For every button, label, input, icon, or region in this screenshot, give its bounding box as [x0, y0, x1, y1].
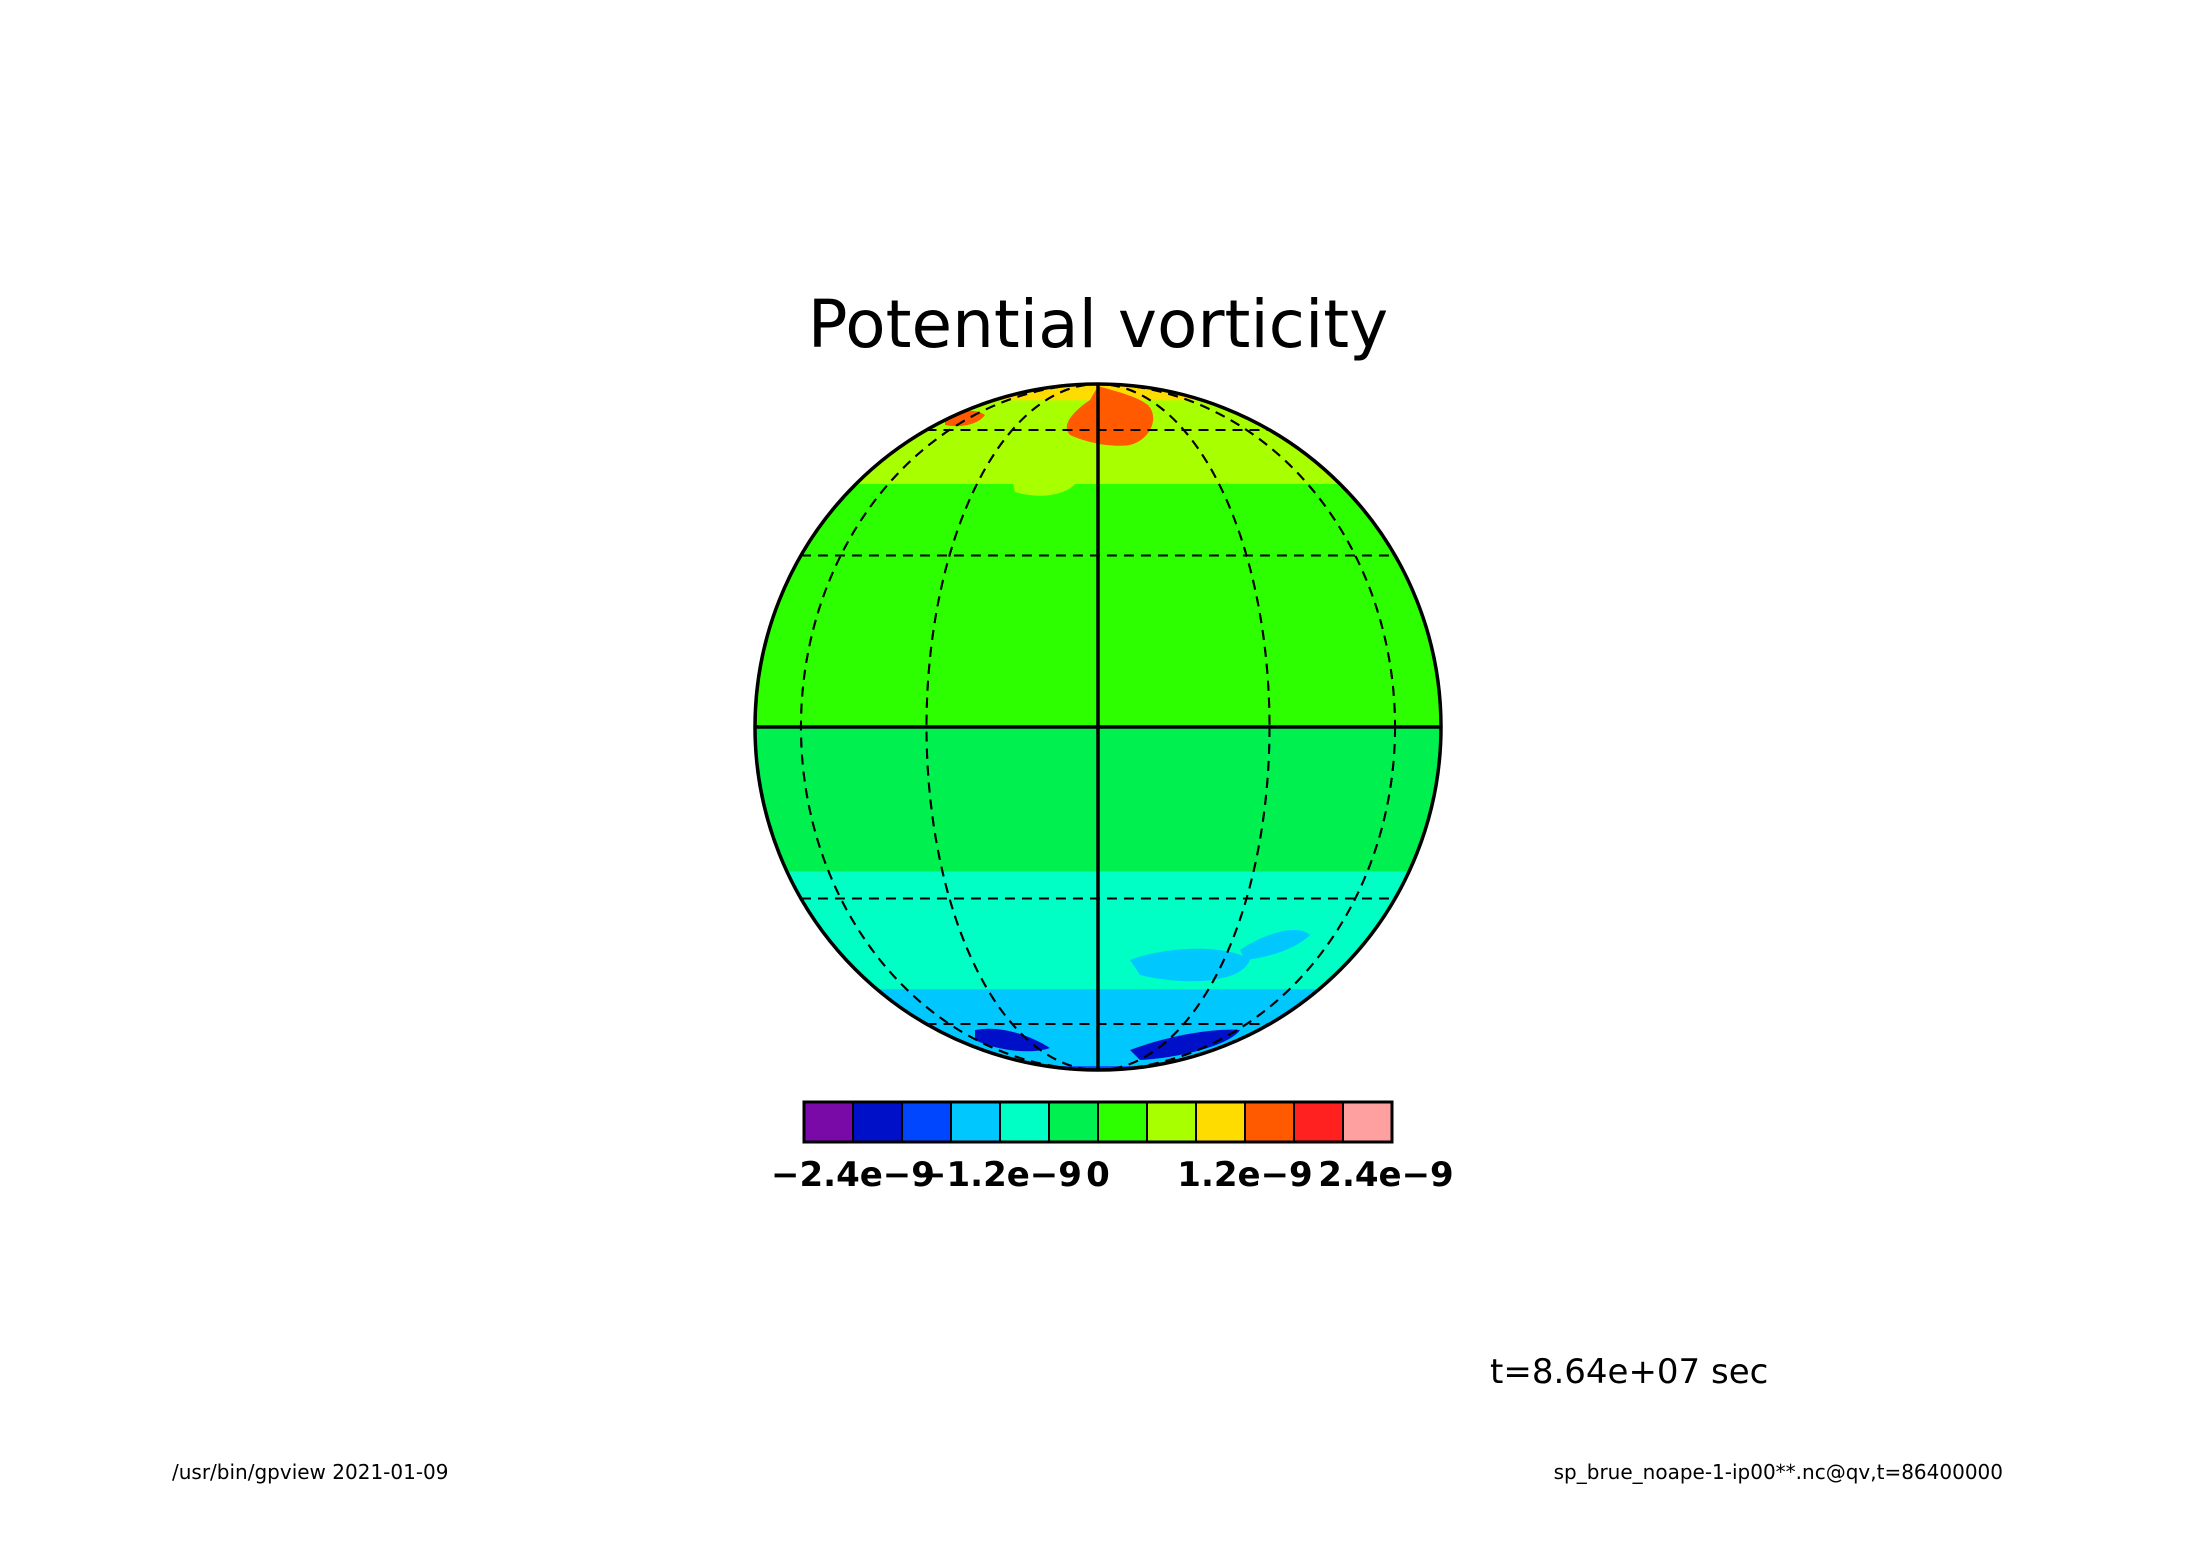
pv-blob-north-green-1 [1010, 464, 1078, 496]
pv-blob-south-cyan-1 [1030, 940, 1061, 964]
colorbar-tick-label: 1.2e−9 [1177, 1155, 1312, 1195]
colorbar-frame [802, 1100, 1394, 1144]
colorbar-box-10 [1293, 1101, 1344, 1143]
graticule [755, 384, 1441, 1070]
colorbar-tick-label: 0 [1086, 1155, 1110, 1195]
colorbar-box-2 [901, 1101, 952, 1143]
colorbar-box-6 [1097, 1101, 1148, 1143]
footer-right: sp_brue_noape-1-ip00**.nc@qv,t=86400000 [1554, 1460, 2003, 1484]
footer-left: /usr/bin/gpview 2021-01-09 [172, 1460, 449, 1484]
colorbar-box-7 [1146, 1101, 1197, 1143]
colorbar-box-11 [1342, 1101, 1393, 1143]
colorbar-box-8 [1195, 1101, 1246, 1143]
pv-blob-north-green-2 [1030, 413, 1062, 430]
colorbar-box-3 [950, 1101, 1001, 1143]
colorbar-box-5 [1048, 1101, 1099, 1143]
globe-map [753, 382, 1443, 1072]
colorbar-box-1 [852, 1101, 903, 1143]
colorbar-tick-label: −1.2e−9 [918, 1155, 1082, 1195]
time-label: t=8.64e+07 sec [1490, 1352, 1768, 1392]
chart-title: Potential vorticity [808, 286, 1388, 363]
pv-blob-south-blue-2 [1240, 930, 1310, 960]
colorbar: −2.4e−9−1.2e−9 0 1.2e−9 2.4e−9 [771, 1100, 1454, 1195]
globe-outline [753, 382, 1443, 1072]
pv-blob-south-darkblue-1 [975, 1028, 1050, 1052]
pv-blob-south-darkblue-2 [1130, 1029, 1240, 1060]
pv-blob-south-blue-1 [1130, 948, 1250, 982]
colorbar-box-0 [803, 1101, 854, 1143]
colorbar-box-9 [1244, 1101, 1295, 1143]
colorbar-box-4 [999, 1101, 1050, 1143]
colorbar-tick-label: 2.4e−9 [1318, 1155, 1453, 1195]
colorbar-tick-label: −2.4e−9 [771, 1155, 935, 1195]
